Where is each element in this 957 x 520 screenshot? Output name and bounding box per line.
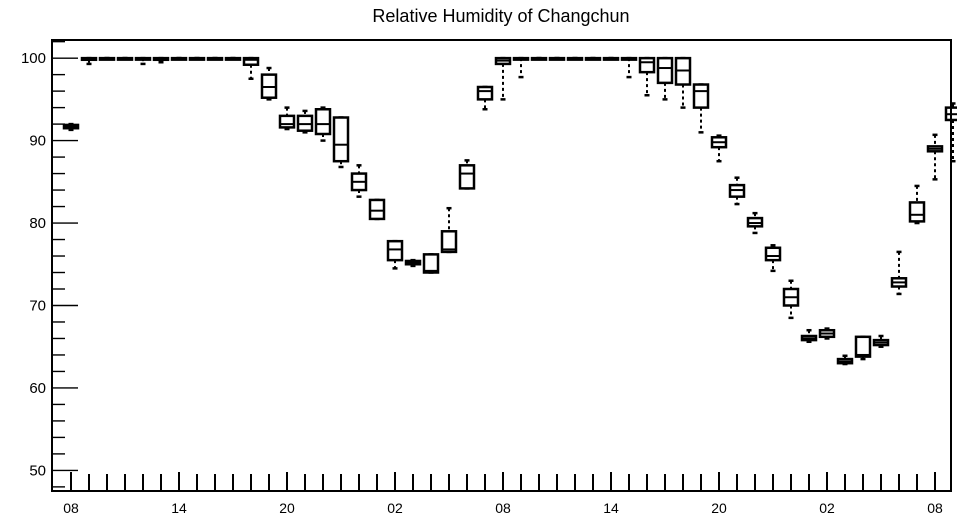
box-iqr (242, 56, 260, 66)
box-series (62, 56, 957, 366)
box-plot-mark (260, 66, 278, 101)
box-plot-mark (530, 56, 548, 61)
x-tick-label: 14 (171, 500, 187, 516)
x-tick-label: 08 (63, 500, 79, 516)
box-plot-mark (404, 258, 422, 268)
y-tick-label: 70 (29, 297, 46, 314)
box-plot-mark (710, 134, 728, 163)
x-tick-label: 02 (819, 500, 835, 516)
x-tick-label: 20 (279, 500, 295, 516)
box-plot-mark (116, 56, 134, 61)
box-plot-mark (314, 106, 332, 142)
y-tick-label: 60 (29, 380, 46, 397)
axis-ticks (52, 40, 936, 491)
box-plot-mark (548, 56, 566, 61)
box-plot-mark (584, 56, 602, 61)
box-plot-mark (152, 56, 170, 64)
box-plot-mark (908, 184, 926, 225)
box-plot-mark (566, 56, 584, 61)
box-iqr (476, 85, 494, 101)
box-iqr (422, 253, 440, 274)
box-plot-mark (782, 279, 800, 320)
box-iqr (368, 198, 386, 221)
box-plot-mark (692, 83, 710, 134)
x-tick-label: 08 (495, 500, 511, 516)
box-plot-mark (62, 122, 80, 132)
box-plot-mark (872, 334, 890, 348)
box-plot-mark (98, 56, 116, 61)
box-plot-mark (242, 56, 260, 81)
box-plot-mark (422, 253, 440, 274)
y-tick-label: 100 (21, 50, 46, 67)
box-plot-mark (656, 56, 674, 101)
y-tick-label: 90 (29, 133, 46, 150)
x-tick-label: 20 (711, 500, 727, 516)
box-plot-mark (620, 56, 638, 79)
box-plot-mark (350, 164, 368, 198)
box-plot-mark (440, 206, 458, 254)
box-iqr (278, 114, 296, 129)
plot-frame (51, 39, 952, 492)
box-plot-mark (188, 56, 206, 61)
box-plot-mark (890, 250, 908, 296)
y-tick-label: 50 (29, 462, 46, 479)
box-plot-mark (800, 328, 818, 344)
box-plot-mark (638, 56, 656, 97)
box-plot-mark (458, 159, 476, 190)
box-plot-mark (386, 239, 404, 270)
box-iqr (314, 108, 332, 136)
box-iqr (332, 116, 350, 163)
box-iqr (440, 230, 458, 254)
box-plot-mark (332, 116, 350, 169)
box-plot-mark (854, 335, 872, 361)
box-plot-mark (746, 211, 764, 235)
box-plot-mark (926, 133, 944, 181)
x-tick-label: 02 (387, 500, 403, 516)
box-plot-mark (476, 85, 494, 111)
box-plot-mark (494, 56, 512, 101)
box-plot-mark (602, 56, 620, 61)
box-iqr (656, 56, 674, 85)
box-plot-mark (836, 354, 854, 366)
chart-title: Relative Humidity of Changchun (372, 6, 629, 26)
y-tick-label: 80 (29, 215, 46, 232)
box-iqr (764, 246, 782, 262)
x-tick-label: 08 (927, 500, 943, 516)
box-plot-mark (512, 56, 530, 79)
box-iqr (458, 164, 476, 190)
box-iqr (386, 239, 404, 262)
box-plot-mark (764, 244, 782, 273)
box-plot-mark (80, 56, 98, 66)
box-plot-mark (818, 327, 836, 340)
box-iqr (908, 201, 926, 223)
box-plot-mark (368, 198, 386, 221)
box-iqr (638, 56, 656, 74)
box-plot-mark (206, 56, 224, 61)
box-plot-mark (170, 56, 188, 61)
box-plot-mark (728, 176, 746, 206)
box-plot-mark (278, 106, 296, 131)
box-plot-mark (674, 56, 692, 109)
axis-labels: 50 60 70 80 90 100 08 14 20 02 08 14 20 02 08 (21, 50, 943, 516)
box-plot-mark (224, 56, 242, 61)
box-iqr (854, 335, 872, 358)
x-tick-label: 14 (603, 500, 619, 516)
box-iqr (692, 83, 710, 109)
box-plot-mark (134, 56, 152, 66)
box-plot-mark (296, 109, 314, 134)
